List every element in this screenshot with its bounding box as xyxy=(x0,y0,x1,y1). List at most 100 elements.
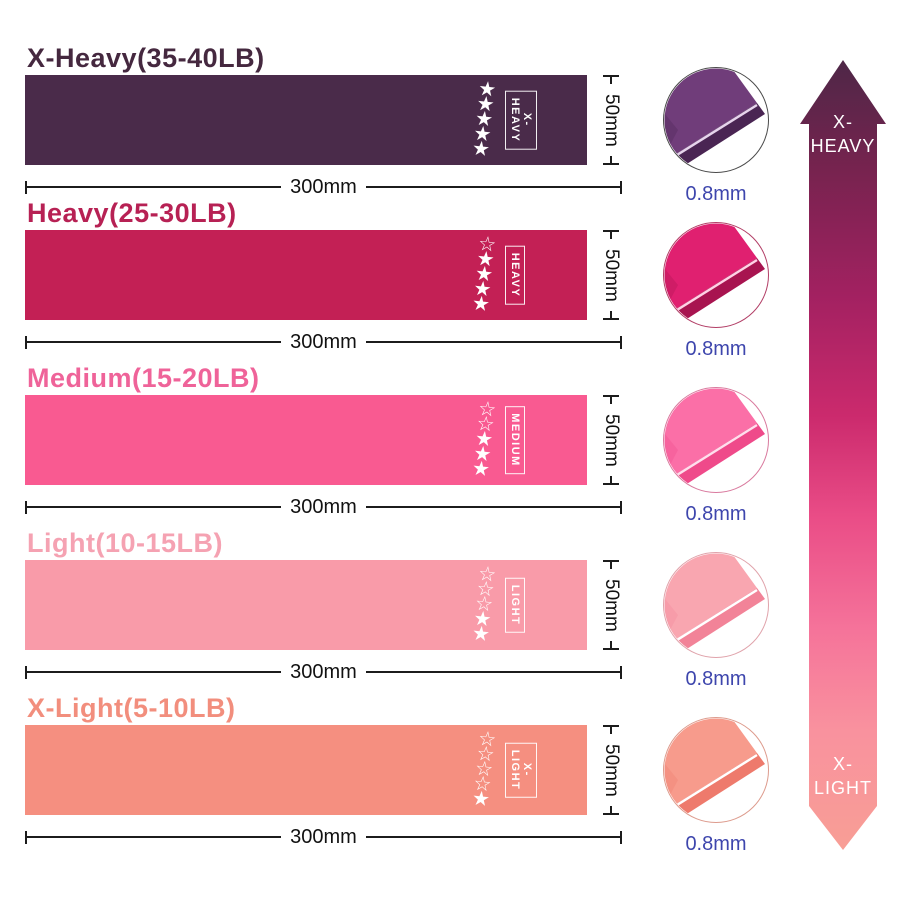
width-dimension: 300mm xyxy=(25,331,623,353)
star-rating: ☆ ☆ ★ ★ ★ xyxy=(470,398,497,482)
band-name-tag: X-HEAVY xyxy=(505,90,537,150)
dimension-tick xyxy=(603,725,619,734)
dimension-tick xyxy=(25,830,27,844)
star-filled-icon: ★ xyxy=(470,457,491,482)
band-name-tag: LIGHT xyxy=(505,577,525,633)
dimension-tick xyxy=(620,500,623,514)
dimension-line xyxy=(365,671,621,673)
height-dimension: 50mm xyxy=(600,395,622,485)
band-thumbnail: 0.8mm xyxy=(662,716,770,856)
height-dimension: 50mm xyxy=(600,725,622,815)
height-dimension-label: 50mm xyxy=(601,93,622,147)
resistance-band: ☆ ☆ ☆ ☆ ★ X-LIGHT xyxy=(25,725,587,815)
intensity-gradient-arrow: X- HEAVY X- LIGHT xyxy=(800,60,886,850)
band-thumbnail: 0.8mm xyxy=(662,221,770,361)
width-dimension: 300mm xyxy=(25,496,623,518)
band-fold-photo xyxy=(663,717,769,823)
thickness-label: 0.8mm xyxy=(685,833,747,855)
dimension-tick xyxy=(603,310,619,320)
star-filled-icon: ★ xyxy=(470,622,491,647)
height-dimension-label: 50mm xyxy=(601,413,622,467)
band-row: Medium(15-20LB) ☆ ☆ ★ ★ ★ MEDIUM 50mm 300mm xyxy=(25,362,623,518)
star-filled-icon: ★ xyxy=(470,137,491,162)
band-row: X-Light(5-10LB) ☆ ☆ ☆ ☆ ★ X-LIGHT 50mm 300mm xyxy=(25,692,623,848)
width-dimension: 300mm xyxy=(25,826,623,848)
height-dimension-label: 50mm xyxy=(601,743,622,797)
dimension-tick xyxy=(25,180,27,194)
resistance-band: ☆ ☆ ☆ ★ ★ LIGHT xyxy=(25,560,587,650)
width-dimension-label: 300mm xyxy=(290,661,357,683)
dimension-tick xyxy=(25,500,27,514)
dimension-tick xyxy=(603,560,619,569)
band-fold-photo xyxy=(663,222,769,328)
band-thumbnail: 0.8mm xyxy=(662,551,770,691)
dimension-line xyxy=(27,186,282,188)
band-thumbnail: 0.8mm xyxy=(662,386,770,526)
width-dimension: 300mm xyxy=(25,176,623,198)
height-dimension-label: 50mm xyxy=(601,578,622,632)
width-dimension-label: 300mm xyxy=(290,176,357,198)
dimension-tick xyxy=(603,805,619,815)
thickness-label: 0.8mm xyxy=(685,183,747,205)
width-dimension: 300mm xyxy=(25,661,623,683)
star-rating: ☆ ☆ ☆ ☆ ★ xyxy=(470,728,497,812)
band-fold-photo xyxy=(663,387,769,493)
band-area: ☆ ☆ ★ ★ ★ MEDIUM 50mm xyxy=(25,395,622,485)
band-row: X-Heavy(35-40LB) ★ ★ ★ ★ ★ X-HEAVY 50mm 300m… xyxy=(25,42,623,198)
dimension-line xyxy=(365,836,621,838)
star-rating: ☆ ★ ★ ★ ★ xyxy=(470,233,497,317)
dimension-tick xyxy=(25,335,27,349)
arrow-top-label: X- HEAVY xyxy=(810,112,876,156)
height-dimension-label: 50mm xyxy=(601,248,622,302)
band-area: ☆ ★ ★ ★ ★ HEAVY 50mm xyxy=(25,230,622,320)
band-fold-photo xyxy=(663,552,769,658)
dimension-line xyxy=(365,186,621,188)
dimension-line xyxy=(365,506,621,508)
thickness-label: 0.8mm xyxy=(685,503,747,525)
dimension-tick xyxy=(603,230,619,239)
dimension-tick xyxy=(603,75,619,84)
thickness-label: 0.8mm xyxy=(685,338,747,360)
dimension-tick xyxy=(620,335,623,349)
dimension-line xyxy=(27,671,282,673)
star-filled-icon: ★ xyxy=(470,292,491,317)
dimension-tick xyxy=(603,640,619,650)
height-dimension: 50mm xyxy=(600,230,622,320)
resistance-band: ☆ ★ ★ ★ ★ HEAVY xyxy=(25,230,587,320)
width-dimension-label: 300mm xyxy=(290,496,357,518)
row-title: Medium(15-20LB) xyxy=(27,363,260,393)
band-area: ☆ ☆ ☆ ☆ ★ X-LIGHT 50mm xyxy=(25,725,622,815)
row-title: Heavy(25-30LB) xyxy=(27,198,237,228)
dimension-line xyxy=(27,506,282,508)
resistance-band: ☆ ☆ ★ ★ ★ MEDIUM xyxy=(25,395,587,485)
thickness-label: 0.8mm xyxy=(685,668,747,690)
dimension-line xyxy=(365,341,621,343)
band-row: Light(10-15LB) ☆ ☆ ☆ ★ ★ LIGHT 50mm 300mm xyxy=(25,527,623,683)
dimension-tick xyxy=(25,665,27,679)
band-area: ★ ★ ★ ★ ★ X-HEAVY 50mm xyxy=(25,75,622,165)
dimension-line xyxy=(27,836,282,838)
band-name-tag: HEAVY xyxy=(505,245,525,305)
band-area: ☆ ☆ ☆ ★ ★ LIGHT 50mm xyxy=(25,560,622,650)
dimension-tick xyxy=(603,395,619,404)
height-dimension: 50mm xyxy=(600,75,622,165)
row-title: X-Light(5-10LB) xyxy=(27,693,236,723)
width-dimension-label: 300mm xyxy=(290,331,357,353)
width-dimension-label: 300mm xyxy=(290,826,357,848)
star-rating: ☆ ☆ ☆ ★ ★ xyxy=(470,563,497,647)
band-row: Heavy(25-30LB) ☆ ★ ★ ★ ★ HEAVY 50mm 300mm xyxy=(25,197,623,353)
row-title: X-Heavy(35-40LB) xyxy=(27,43,265,73)
star-rating: ★ ★ ★ ★ ★ xyxy=(470,78,497,162)
dimension-line xyxy=(27,341,282,343)
dimension-tick xyxy=(620,665,623,679)
dimension-tick xyxy=(620,830,623,844)
resistance-band: ★ ★ ★ ★ ★ X-HEAVY xyxy=(25,75,587,165)
dimension-tick xyxy=(603,475,619,485)
star-filled-icon: ★ xyxy=(470,787,491,812)
dimension-tick xyxy=(620,180,623,194)
band-thumbnail: 0.8mm xyxy=(662,66,770,206)
band-fold-photo xyxy=(663,67,769,173)
height-dimension: 50mm xyxy=(600,560,622,650)
row-title: Light(10-15LB) xyxy=(27,528,223,558)
